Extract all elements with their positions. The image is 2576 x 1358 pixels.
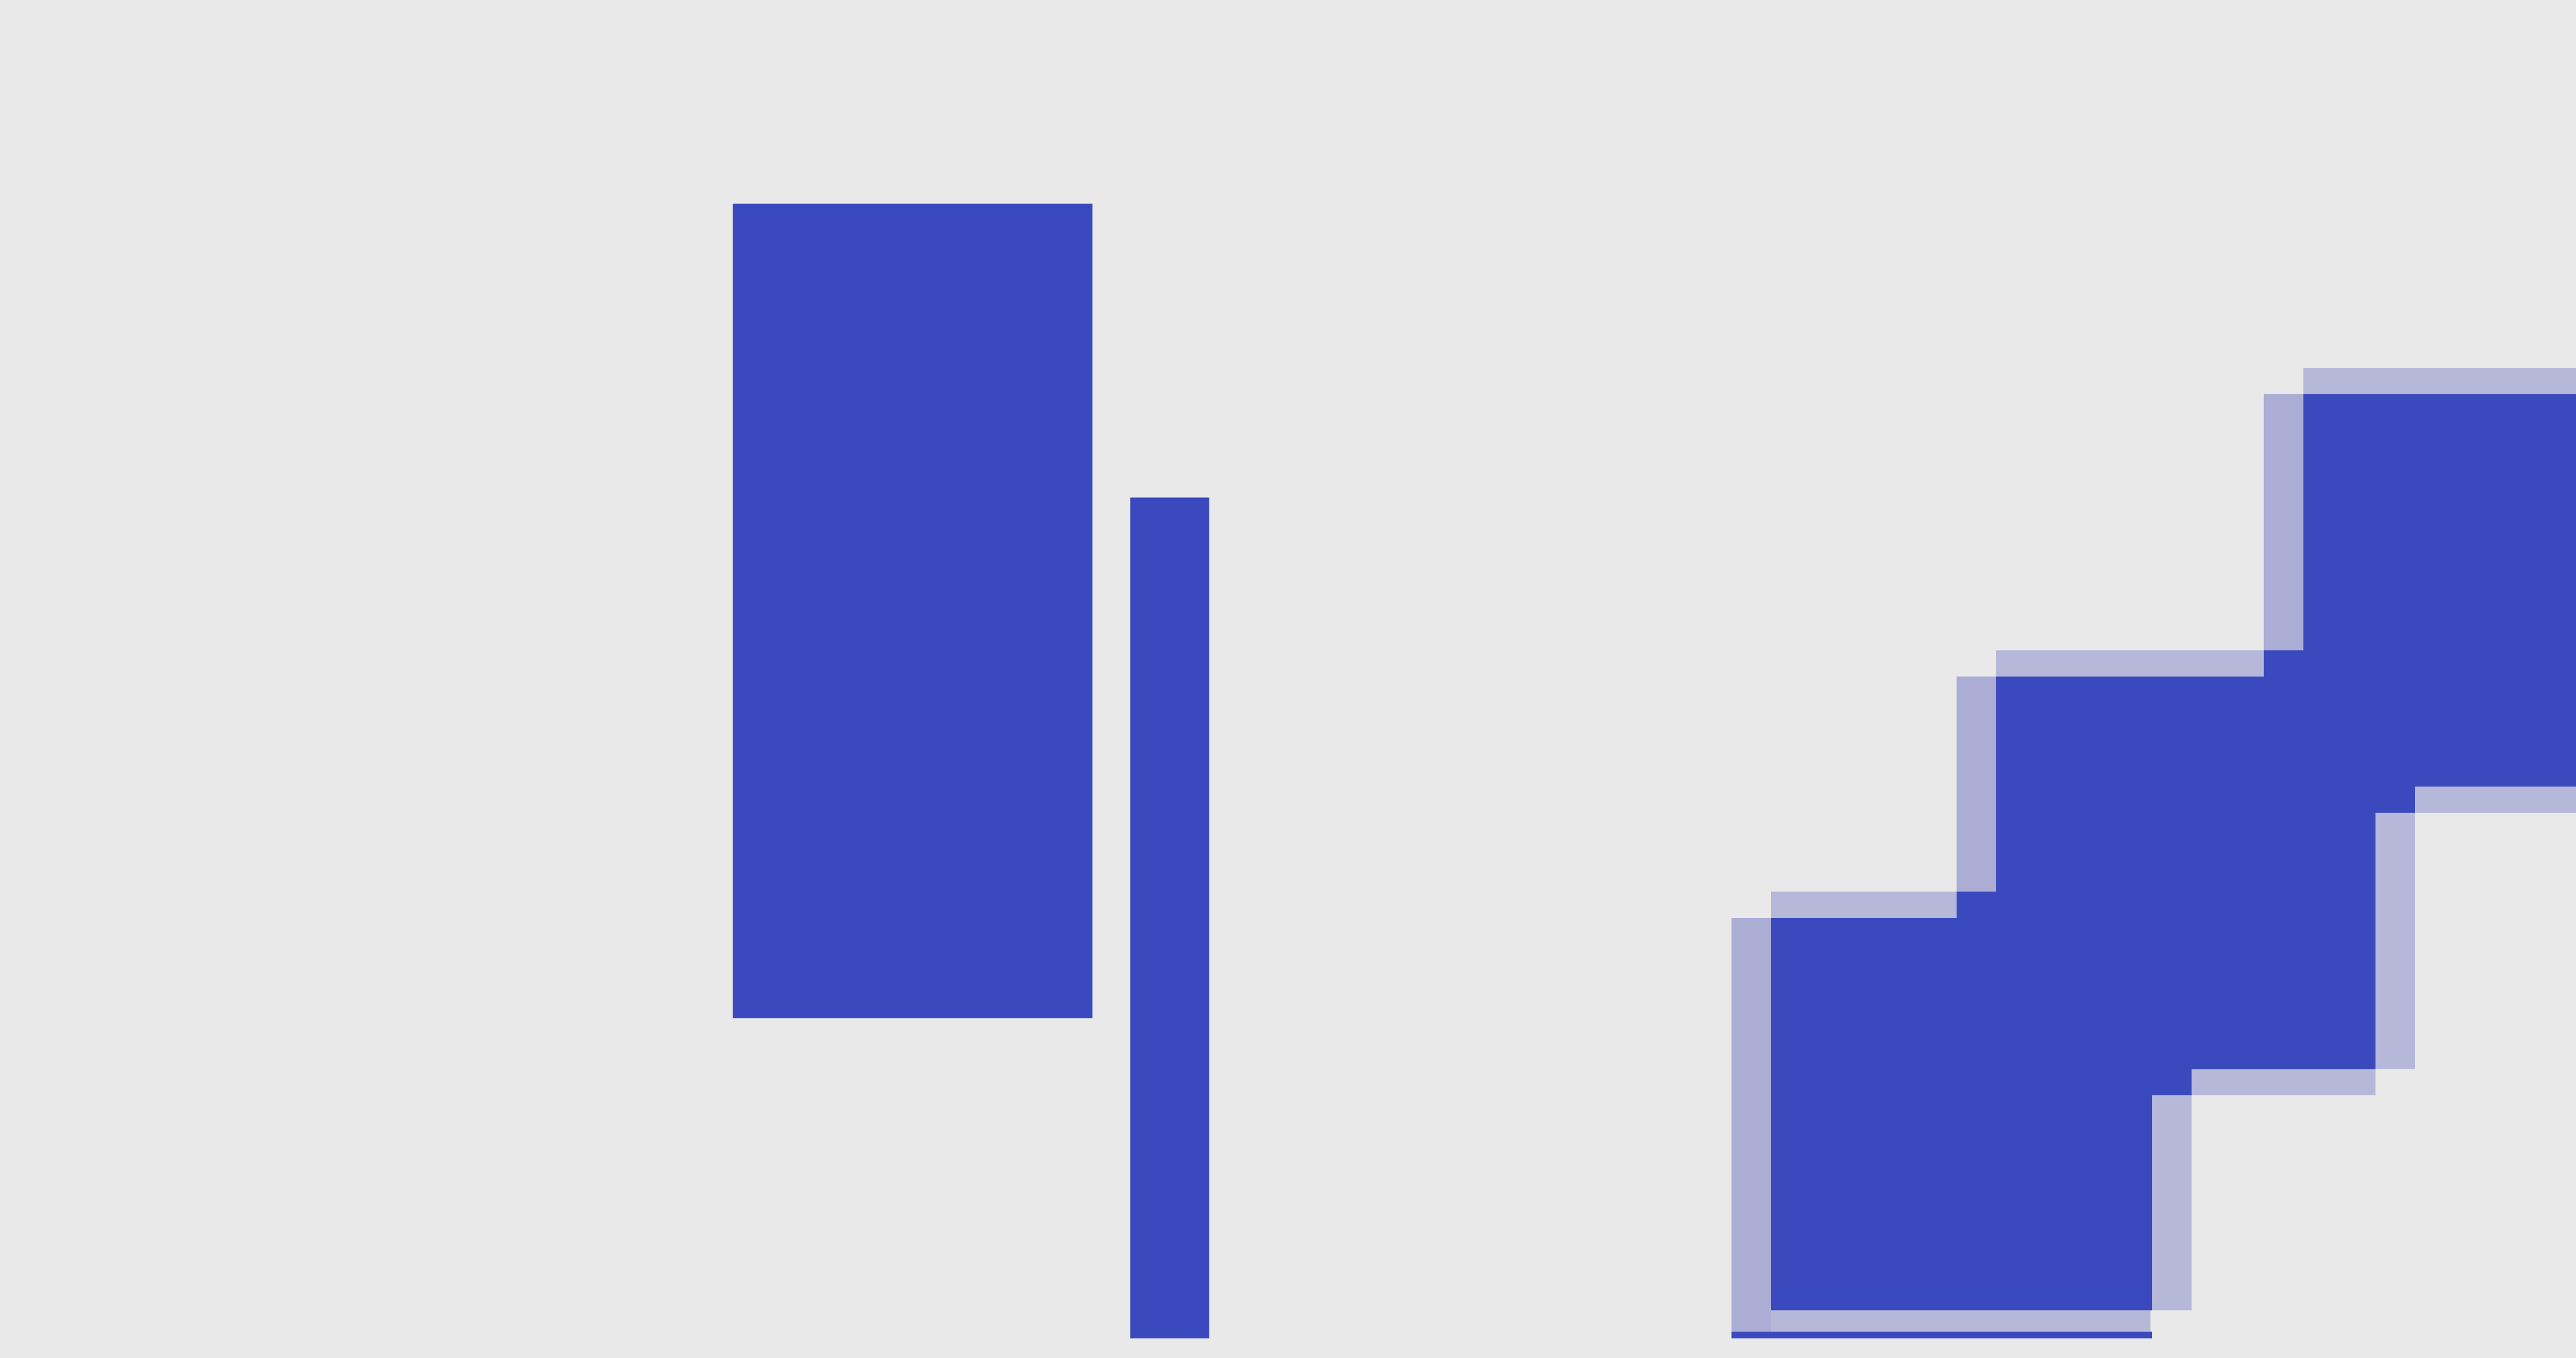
shadow-left-2 <box>1957 676 1996 892</box>
shadow-bottom-3 <box>2415 787 2576 813</box>
staircase-baseline <box>1731 1332 2152 1338</box>
shadow-bottom-2 <box>2192 1069 2376 1095</box>
thin-bar <box>1130 497 1209 1338</box>
shadow-right-2 <box>2375 813 2415 1069</box>
shadow-top-3 <box>2303 368 2576 394</box>
shadow-right-1 <box>2152 1095 2192 1310</box>
tall-block <box>733 204 1092 1018</box>
shadow-bottom-1 <box>1771 1310 2150 1332</box>
shadow-top-2 <box>1996 650 2264 676</box>
shadow-left-3 <box>2264 394 2304 650</box>
shadow-left-1 <box>1731 918 1771 1337</box>
shadow-top-1 <box>1771 892 1957 918</box>
